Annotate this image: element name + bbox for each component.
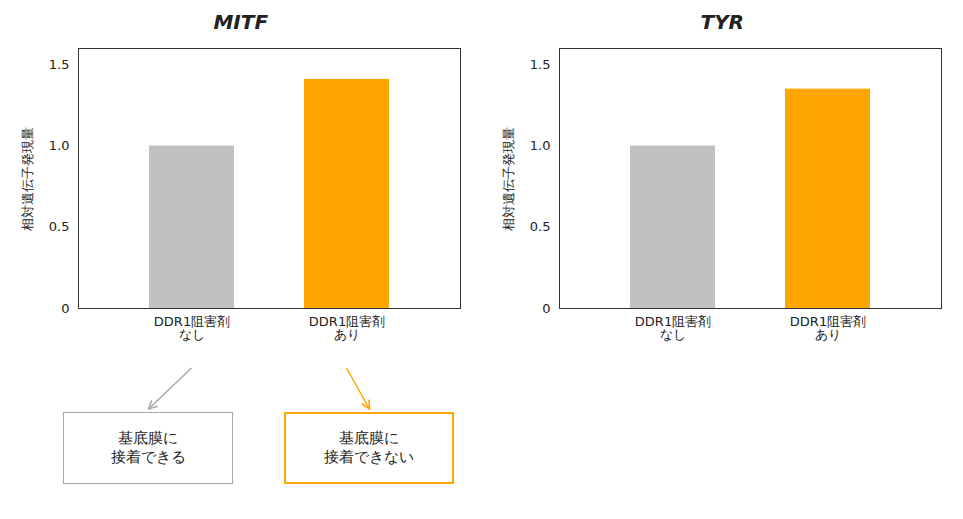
svg-text:DDR1阻害剤なし: DDR1阻害剤なし — [635, 314, 711, 342]
svg-text:DDR1阻害剤あり: DDR1阻害剤あり — [309, 314, 385, 342]
svg-text:0: 0 — [61, 301, 69, 316]
svg-text:1.5: 1.5 — [530, 57, 551, 72]
html-text:基底膜に 接着できない: 基底膜に 接着できない — [324, 428, 415, 466]
svg-text:1.5: 1.5 — [49, 57, 70, 72]
svg-text:相対遺伝子発現量: 相対遺伝子発現量 — [501, 127, 516, 231]
html-text:MITF: MITF — [213, 10, 269, 34]
svg-text:0.5: 0.5 — [49, 219, 70, 234]
svg-text:0: 0 — [542, 301, 550, 316]
svg-text:相対遺伝子発現量: 相対遺伝子発現量 — [19, 127, 34, 231]
svg-text:DDR1阻害剤なし: DDR1阻害剤なし — [154, 314, 230, 342]
svg-text:1.0: 1.0 — [530, 138, 551, 153]
html-text:TYR: TYR — [700, 10, 744, 34]
svg-text:DDR1阻害剤あり: DDR1阻害剤あり — [790, 314, 866, 342]
svg-text:1.0: 1.0 — [49, 138, 70, 153]
html-text:基底膜に 接着できる: 基底膜に 接着できる — [110, 428, 186, 466]
svg-text:0.5: 0.5 — [530, 219, 551, 234]
